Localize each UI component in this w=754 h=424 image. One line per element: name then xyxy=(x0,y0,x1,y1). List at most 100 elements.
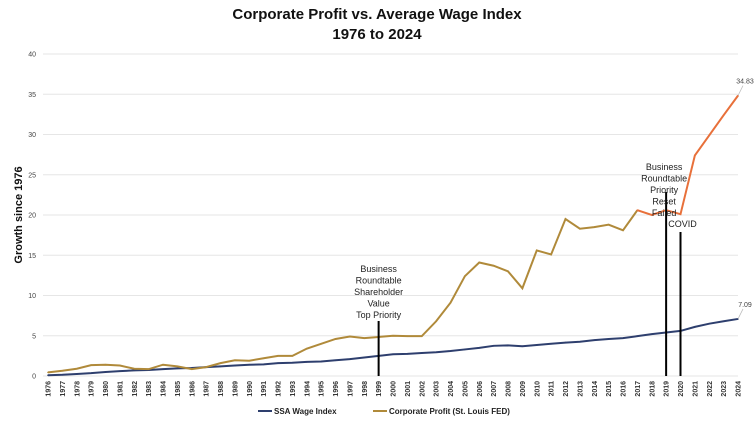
data-point xyxy=(219,362,222,364)
data-point xyxy=(334,338,337,340)
data-point xyxy=(363,356,366,359)
data-point xyxy=(162,363,164,366)
data-point xyxy=(262,357,265,360)
annotation-text: Shareholder xyxy=(354,287,403,297)
x-tick-label: 2015 xyxy=(606,381,613,397)
x-tick-label: 2008 xyxy=(506,381,513,397)
x-tick-label: 2005 xyxy=(462,381,469,397)
data-point xyxy=(75,373,78,375)
x-tick-labels: 1976 1977 1978 1979 1980 1981 1982 1983 1984 1985… xyxy=(46,381,743,397)
data-point xyxy=(507,270,509,273)
data-point xyxy=(190,368,193,370)
data-point xyxy=(205,366,207,368)
series-line-wage-index xyxy=(47,317,739,377)
data-point xyxy=(564,341,567,344)
x-tick-label: 2011 xyxy=(549,381,556,396)
data-point xyxy=(492,345,495,347)
series-lines: 7.09 34.83 xyxy=(47,79,754,377)
data-point xyxy=(607,338,610,340)
annotation-text: Failed xyxy=(652,208,677,218)
x-tick-label: 2002 xyxy=(419,381,426,397)
data-point xyxy=(320,343,322,345)
y-tick-labels: 0 5 10 15 20 25 30 35 40 xyxy=(28,52,36,381)
x-tick-label: 1984 xyxy=(161,381,168,397)
gridlines xyxy=(43,53,738,377)
x-tick-label: 1986 xyxy=(189,381,196,397)
data-point xyxy=(277,355,279,357)
x-tick-label: 2010 xyxy=(534,381,541,397)
data-point xyxy=(449,350,452,352)
data-label-end: 34.83 xyxy=(736,79,754,86)
annotation-text: Roundtable xyxy=(641,174,687,184)
annotation-text: Value xyxy=(367,299,389,309)
data-point xyxy=(47,371,49,374)
x-tick-label: 2004 xyxy=(448,381,455,397)
x-tick-label: 2001 xyxy=(405,381,412,397)
data-point xyxy=(507,344,509,347)
data-point xyxy=(579,227,581,230)
data-point xyxy=(708,322,711,325)
x-tick-label: 2023 xyxy=(721,381,728,397)
data-point xyxy=(305,361,308,363)
data-point xyxy=(291,361,294,364)
data-point xyxy=(119,370,121,372)
data-point xyxy=(61,369,64,372)
data-point xyxy=(521,345,524,348)
data-label-leader xyxy=(737,308,744,320)
x-tick-label: 1998 xyxy=(362,381,369,397)
data-point xyxy=(262,363,265,366)
x-tick-label: 1995 xyxy=(319,381,326,397)
y-tick-label: 20 xyxy=(28,213,36,220)
x-tick-label: 1991 xyxy=(261,381,268,397)
legend-label: Corporate Profit (St. Louis FED) xyxy=(389,407,510,416)
data-point xyxy=(535,249,538,252)
data-point xyxy=(61,373,64,376)
data-point xyxy=(90,364,92,366)
y-tick-label: 40 xyxy=(28,52,36,59)
chart-subtitle: 1976 to 2024 xyxy=(332,26,422,43)
data-point xyxy=(492,264,495,267)
data-point xyxy=(291,355,294,357)
x-tick-label: 1980 xyxy=(103,381,110,397)
annotation-text: Business xyxy=(360,264,397,274)
y-tick-label: 0 xyxy=(32,374,36,381)
annotation-text: Roundtable xyxy=(356,276,402,286)
data-point xyxy=(90,372,92,374)
x-tick-label: 2017 xyxy=(635,381,642,397)
data-point xyxy=(349,335,351,338)
x-tick-label: 2016 xyxy=(621,381,628,397)
x-tick-label: 1994 xyxy=(304,381,311,397)
data-point xyxy=(622,337,624,339)
x-tick-label: 2019 xyxy=(664,381,671,397)
x-tick-label: 1978 xyxy=(74,381,81,397)
y-tick-label: 30 xyxy=(28,132,36,139)
data-point xyxy=(104,363,107,366)
data-point xyxy=(593,339,596,341)
data-point xyxy=(176,365,179,368)
x-tick-label: 2018 xyxy=(649,381,656,397)
data-point xyxy=(334,359,337,362)
x-tick-label: 1981 xyxy=(117,381,124,397)
data-point xyxy=(420,335,423,337)
data-point xyxy=(650,333,653,335)
data-point xyxy=(248,359,251,362)
data-point xyxy=(219,365,222,368)
y-tick-label: 25 xyxy=(28,172,36,179)
data-point xyxy=(550,253,552,256)
y-tick-label: 5 xyxy=(32,333,36,340)
data-point xyxy=(248,363,251,366)
data-point xyxy=(162,368,164,370)
data-point xyxy=(679,213,682,215)
data-label-leader xyxy=(737,85,744,96)
x-tick-label: 1979 xyxy=(89,381,96,397)
y-tick-label: 10 xyxy=(28,293,36,300)
data-label-end: 7.09 xyxy=(738,302,752,309)
data-point xyxy=(535,344,538,346)
annotation-text: Priority xyxy=(650,185,679,195)
data-point xyxy=(47,374,49,376)
x-tick-label: 1985 xyxy=(175,381,182,397)
data-point xyxy=(622,229,624,232)
data-point xyxy=(75,367,78,370)
x-tick-label: 1992 xyxy=(276,381,283,397)
